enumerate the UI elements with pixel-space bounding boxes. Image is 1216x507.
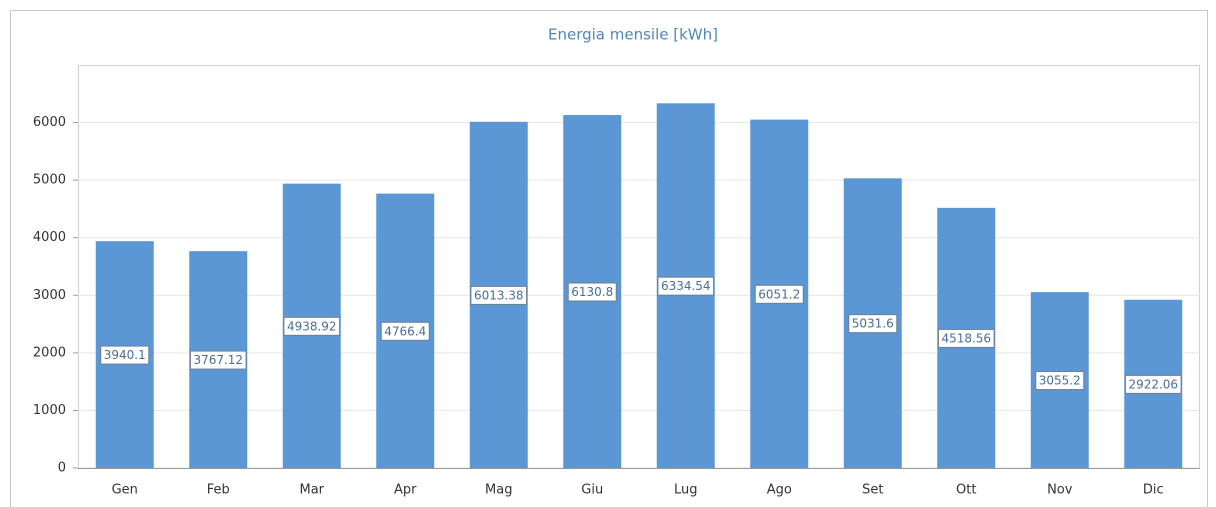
chart-title: Energia mensile [kWh] — [548, 26, 718, 44]
value-label: 4518.56 — [941, 331, 991, 345]
value-label-box — [189, 350, 247, 370]
x-tick-label: Feb — [207, 483, 230, 498]
x-tick-label: Nov — [1047, 483, 1073, 498]
value-label: 6013.38 — [474, 288, 524, 302]
x-tick-label: Set — [862, 483, 883, 498]
value-label: 4766.4 — [384, 324, 426, 338]
value-label: 5031.6 — [852, 317, 894, 331]
value-label: 6130.8 — [571, 285, 613, 299]
value-label-box — [567, 282, 617, 302]
y-tick-label: 6000 — [33, 115, 66, 130]
value-label: 4938.92 — [287, 319, 337, 333]
value-label-box — [937, 328, 995, 348]
x-tick-label: Gen — [112, 483, 138, 498]
y-tick-label: 1000 — [33, 403, 66, 418]
value-label-box — [1124, 374, 1182, 394]
value-label: 6051.2 — [758, 287, 800, 301]
value-label-box — [657, 276, 715, 296]
x-tick-label: Dic — [1143, 483, 1164, 498]
value-label: 6334.54 — [661, 279, 711, 293]
value-label-box — [754, 284, 804, 304]
value-label-box — [100, 345, 150, 365]
y-tick-label: 5000 — [33, 173, 66, 188]
value-label: 3940.1 — [104, 348, 146, 362]
x-tick-label: Lug — [674, 483, 698, 498]
value-label: 2922.06 — [1128, 377, 1178, 391]
x-tick-label: Mar — [299, 483, 324, 498]
value-label: 3055.2 — [1039, 374, 1081, 388]
value-label-box — [1035, 371, 1085, 391]
x-tick-label: Ott — [956, 483, 976, 498]
value-label-box — [470, 285, 528, 305]
y-tick-label: 2000 — [33, 345, 66, 360]
value-label-box — [283, 316, 341, 336]
y-tick-label: 0 — [58, 461, 66, 476]
x-tick-label: Apr — [394, 483, 417, 498]
y-tick-label: 4000 — [33, 230, 66, 245]
value-label-box — [848, 314, 898, 334]
value-label: 3767.12 — [193, 353, 243, 367]
y-tick-label: 3000 — [33, 288, 66, 303]
value-label-box — [380, 321, 430, 341]
x-tick-label: Mag — [485, 483, 512, 498]
x-tick-label: Ago — [767, 483, 792, 498]
x-tick-label: Giu — [581, 483, 603, 498]
